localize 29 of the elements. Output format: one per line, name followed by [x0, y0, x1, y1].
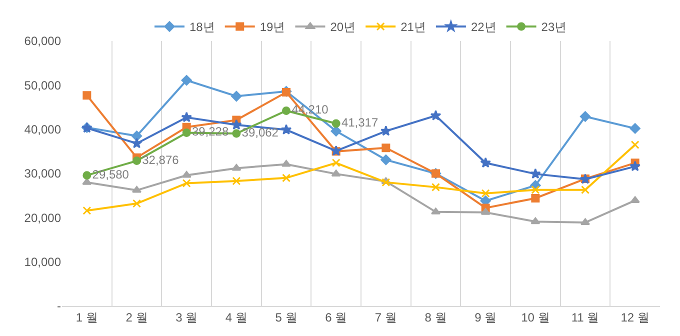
legend-label: 18년	[190, 20, 215, 34]
data-label: 32,876	[142, 152, 180, 167]
data-label: 41,317	[341, 116, 378, 130]
legend-label: 19년	[260, 20, 286, 34]
x-tick-label: 11 월	[571, 310, 600, 324]
y-tick-label: -	[57, 299, 61, 314]
x-tick-label: 4 월	[225, 310, 248, 324]
x-tick-label: 6 월	[325, 310, 348, 324]
x-tick-label: 8 월	[424, 310, 447, 324]
x-tick-label: 7 월	[374, 310, 397, 324]
y-tick-label: 20,000	[24, 210, 62, 225]
data-label: 29,580	[92, 167, 130, 182]
x-tick-label: 5 월	[275, 310, 298, 324]
legend-label: 21년	[400, 20, 426, 34]
y-tick-label: 60,000	[24, 34, 62, 48]
y-tick-label: 40,000	[24, 122, 62, 137]
x-tick-label: 1 월	[76, 310, 98, 324]
x-tick-label: 12 월	[620, 310, 650, 324]
y-tick-label: 10,000	[24, 255, 62, 270]
data-label: 39,062	[242, 125, 279, 140]
x-tick-label: 2 월	[126, 310, 148, 324]
legend-label: 20년	[330, 20, 356, 34]
legend-label: 22년	[470, 20, 496, 34]
legend-label: 23년	[541, 20, 567, 34]
x-tick-label: 10 월	[521, 310, 550, 324]
y-tick-label: 30,000	[24, 166, 62, 181]
y-tick-label: 50,000	[24, 78, 62, 92]
x-tick-label: 3 월	[176, 310, 198, 324]
x-tick-label: 9 월	[474, 310, 497, 324]
